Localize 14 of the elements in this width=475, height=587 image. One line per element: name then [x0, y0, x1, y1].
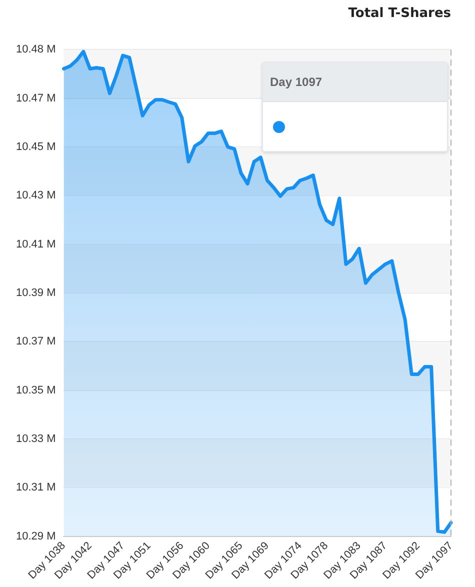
y-tick-label: 10.31 M: [16, 482, 56, 494]
y-tick-label: 10.45 M: [16, 140, 56, 153]
annotation: Day 1097: [263, 63, 447, 102]
y-tick-label: 10.47 M: [16, 92, 56, 104]
y-tick-label: 10.29 M: [16, 530, 56, 542]
y-tick-label: 10.37 M: [16, 336, 56, 348]
y-tick-label: 10.41 M: [16, 238, 56, 250]
y-tick-label: 10.43 M: [16, 190, 56, 202]
y-tick-label: 10.48 M: [16, 44, 56, 56]
y-tick-label: 10.35 M: [16, 384, 56, 396]
y-tick-label: 10.33 M: [16, 433, 56, 446]
tooltip-panel: Day 1097: [262, 62, 448, 152]
y-tick-label: 10.39 M: [16, 287, 56, 300]
chart-title: Total T-Shares: [348, 6, 452, 22]
